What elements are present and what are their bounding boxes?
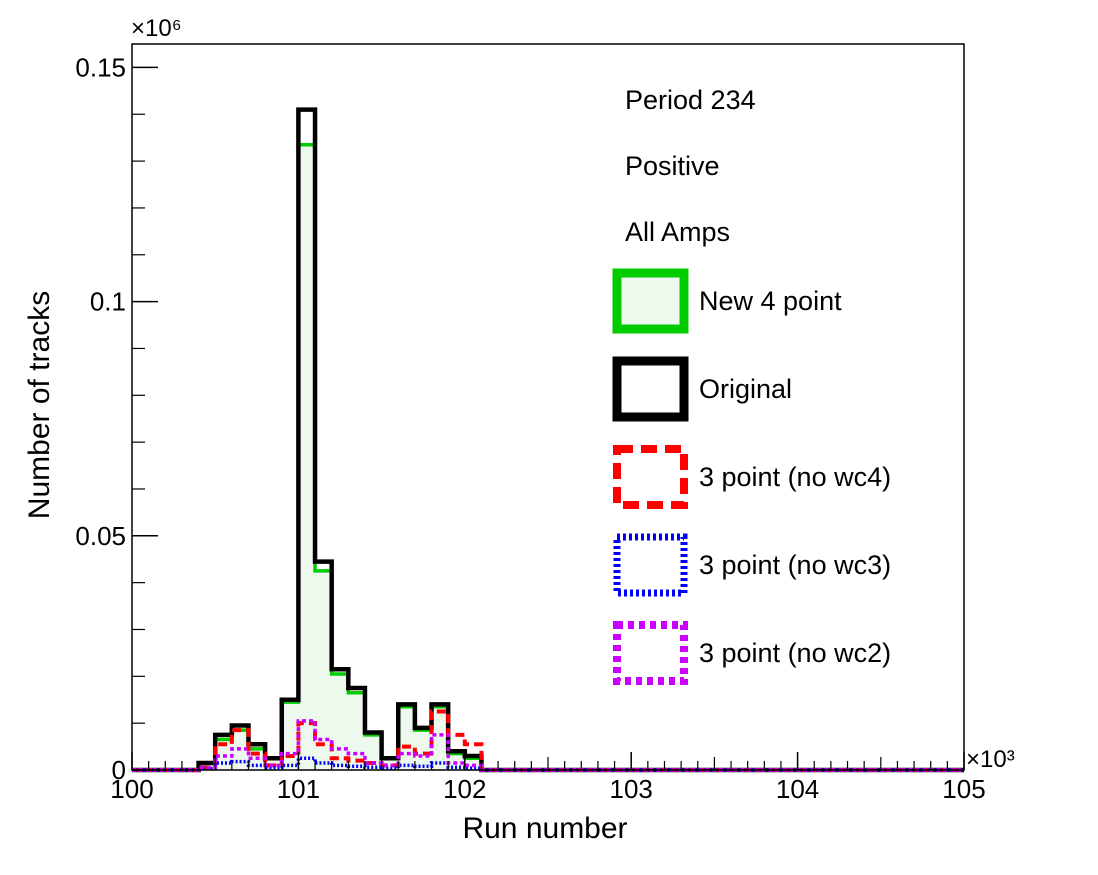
x-multiplier-label: ×10³ xyxy=(966,746,1015,773)
legend-label: New 4 point xyxy=(699,286,842,316)
legend-annotation: Positive xyxy=(625,151,720,181)
y-tick-label: 0.05 xyxy=(75,521,126,551)
legend-swatch xyxy=(613,621,688,685)
legend-swatch xyxy=(613,533,688,597)
legend-label: 3 point (no wc2) xyxy=(699,638,891,668)
legend-swatch xyxy=(612,268,689,334)
legend-swatch xyxy=(613,445,688,509)
x-axis-label: Run number xyxy=(462,812,627,845)
y-axis-label: Number of tracks xyxy=(23,291,56,519)
x-tick-label: 103 xyxy=(610,774,653,804)
legend-label: 3 point (no wc3) xyxy=(699,550,891,580)
legend-annotation: All Amps xyxy=(625,217,730,247)
y-multiplier-label: ×10⁶ xyxy=(131,15,182,42)
y-tick-label: 0.15 xyxy=(75,52,126,82)
series-new-4-point-fill xyxy=(198,144,482,770)
x-tick-label: 102 xyxy=(443,774,486,804)
y-tick-label: 0 xyxy=(112,755,126,785)
legend-label: Original xyxy=(699,374,792,404)
series-3-point-no-wc4 xyxy=(132,709,964,772)
axis-layer: 100 101 102 103 104 105 0 0.05 0.1 0.15 xyxy=(75,52,985,804)
series-3-point-no-wc2 xyxy=(132,719,964,772)
legend-swatch xyxy=(612,356,689,422)
series-3-point-no-wc2-line xyxy=(132,719,964,772)
series-original-line xyxy=(132,107,964,773)
series-new-4-point xyxy=(132,142,964,772)
x-tick-label: 100 xyxy=(110,774,153,804)
series-3-point-no-wc4-line xyxy=(132,709,964,772)
legend: Period 234 Positive All Amps New 4 point Ori… xyxy=(612,85,891,685)
y-tick-label: 0.1 xyxy=(90,287,126,317)
series-new-4-point-line xyxy=(132,142,964,772)
x-tick-label: 104 xyxy=(776,774,819,804)
data-layer xyxy=(132,107,964,773)
legend-label: 3 point (no wc4) xyxy=(699,462,891,492)
x-tick-label: 105 xyxy=(942,774,985,804)
legend-annotation: Period 234 xyxy=(625,85,756,115)
x-tick-label: 101 xyxy=(277,774,320,804)
series-original xyxy=(132,107,964,773)
